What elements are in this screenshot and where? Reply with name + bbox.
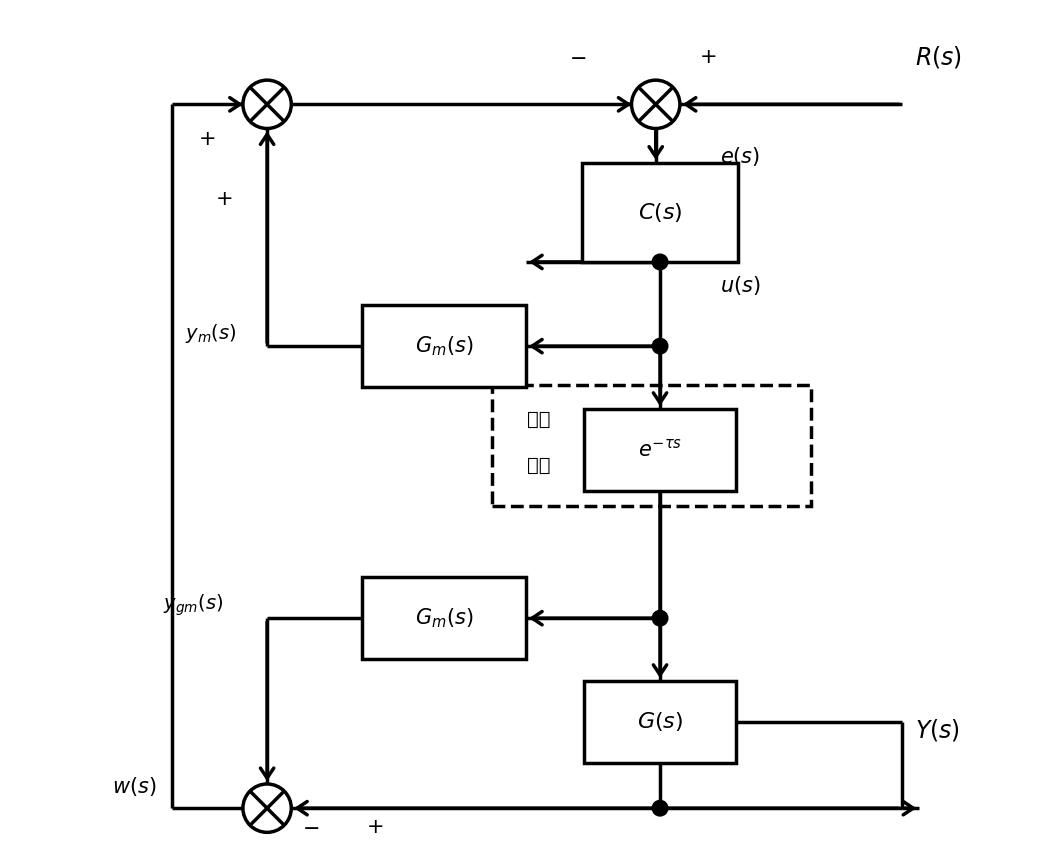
Text: $Y(s)$: $Y(s)$ (915, 717, 960, 743)
Circle shape (243, 784, 292, 832)
Text: $u(s)$: $u(s)$ (720, 274, 761, 298)
Text: $y_m(s)$: $y_m(s)$ (185, 322, 237, 344)
Bar (582, 163, 737, 262)
Bar (491, 385, 812, 506)
Circle shape (631, 80, 680, 129)
Text: $+$: $+$ (366, 817, 384, 837)
Bar (362, 577, 526, 659)
Circle shape (653, 611, 667, 626)
Text: 前向: 前向 (527, 410, 551, 429)
Text: $+$: $+$ (198, 129, 215, 149)
Text: $y_{gm}(s)$: $y_{gm}(s)$ (163, 593, 224, 618)
Circle shape (653, 254, 667, 270)
Text: 网络: 网络 (527, 456, 551, 475)
Bar (585, 681, 735, 763)
Circle shape (653, 800, 667, 816)
Text: $w(s)$: $w(s)$ (111, 775, 156, 798)
Circle shape (243, 80, 292, 129)
Circle shape (653, 338, 667, 354)
Text: $G_m(s)$: $G_m(s)$ (415, 606, 473, 630)
Text: $R(s)$: $R(s)$ (915, 44, 962, 70)
Text: $C(s)$: $C(s)$ (638, 201, 682, 224)
Bar (585, 409, 735, 490)
Text: $G_m(s)$: $G_m(s)$ (415, 335, 473, 358)
Text: $G(s)$: $G(s)$ (637, 710, 683, 734)
Text: $e^{-\tau s}$: $e^{-\tau s}$ (638, 439, 682, 461)
Text: $+$: $+$ (699, 47, 716, 67)
Text: $-$: $-$ (570, 47, 587, 67)
Text: $+$: $+$ (215, 189, 232, 209)
Text: $-$: $-$ (301, 817, 319, 837)
Bar (362, 305, 526, 388)
Text: $e(s)$: $e(s)$ (720, 144, 761, 168)
